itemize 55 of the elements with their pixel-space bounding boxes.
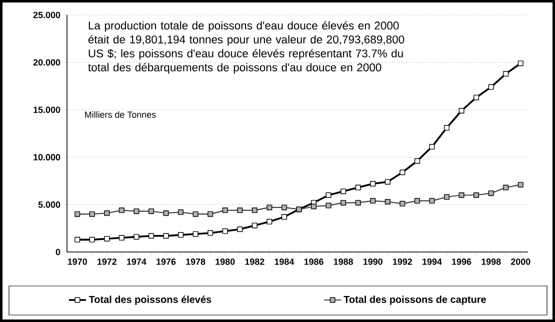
- x-tick-label: 1972: [97, 258, 117, 265]
- point: [458, 108, 464, 114]
- point: [237, 226, 243, 232]
- x-tick-label: 2000: [510, 258, 530, 265]
- x-tick-label: 1982: [245, 258, 264, 265]
- x-tick-label: 1984: [274, 258, 294, 265]
- point: [281, 214, 287, 220]
- point: [148, 233, 154, 239]
- y-tick-label: 0: [56, 248, 60, 256]
- x-tick-label: 1998: [482, 258, 501, 265]
- point: [474, 94, 480, 100]
- y-tick-label: 5.000: [38, 201, 60, 208]
- point: [266, 218, 272, 224]
- y-tick-label: 10.000: [34, 154, 60, 160]
- x-tick-label: 1976: [156, 258, 176, 265]
- point: [503, 71, 509, 77]
- legend-label: Total des poissons de capture: [344, 296, 486, 305]
- point: [118, 235, 124, 241]
- point: [222, 228, 228, 234]
- point: [192, 231, 198, 237]
- x-tick-label: 1992: [393, 258, 412, 265]
- point: [104, 236, 110, 242]
- x-tick-label: 1980: [216, 258, 235, 265]
- point: [178, 232, 184, 238]
- point: [518, 60, 524, 66]
- point: [252, 222, 258, 228]
- point: [208, 230, 214, 236]
- x-tick-label: 1990: [363, 258, 382, 265]
- point: [340, 188, 346, 194]
- y-axis-title: Milliers de Tonnes: [85, 111, 156, 118]
- point: [414, 158, 420, 164]
- point: [74, 236, 80, 242]
- point: [134, 234, 140, 240]
- point: [444, 125, 450, 131]
- y-tick-label: 25.000: [33, 12, 60, 18]
- x-tick-label: 1978: [186, 258, 206, 265]
- point: [429, 144, 435, 150]
- point: [326, 192, 332, 198]
- point: [89, 236, 95, 242]
- point: [384, 179, 390, 185]
- point: [163, 233, 169, 239]
- y-tick-label: 20.000: [33, 59, 60, 66]
- annotation: La production totale de poissons d'eau douce élevés en 2000 était de 19,801,194 tonnes pour une valeur de 20,793,689,800 US $; les poissons d'eau douce élevés représentant 73.7% du total des débarquements de poissons d'au douce en 2000: [88, 21, 404, 74]
- y-tick-label: 15.000: [34, 106, 60, 113]
- x-tick-label: 1986: [304, 258, 324, 265]
- x-tick-label: 1970: [68, 258, 87, 265]
- x-tick-label: 1996: [452, 258, 472, 265]
- point: [355, 184, 361, 190]
- legend-label: Total des poissons élevés: [88, 296, 212, 305]
- x-tick-label: 1994: [422, 258, 442, 265]
- point: [400, 170, 406, 176]
- x-tick-label: 1988: [334, 258, 354, 265]
- x-tick-label: 1974: [127, 258, 146, 265]
- point: [370, 180, 376, 186]
- point: [488, 84, 494, 90]
